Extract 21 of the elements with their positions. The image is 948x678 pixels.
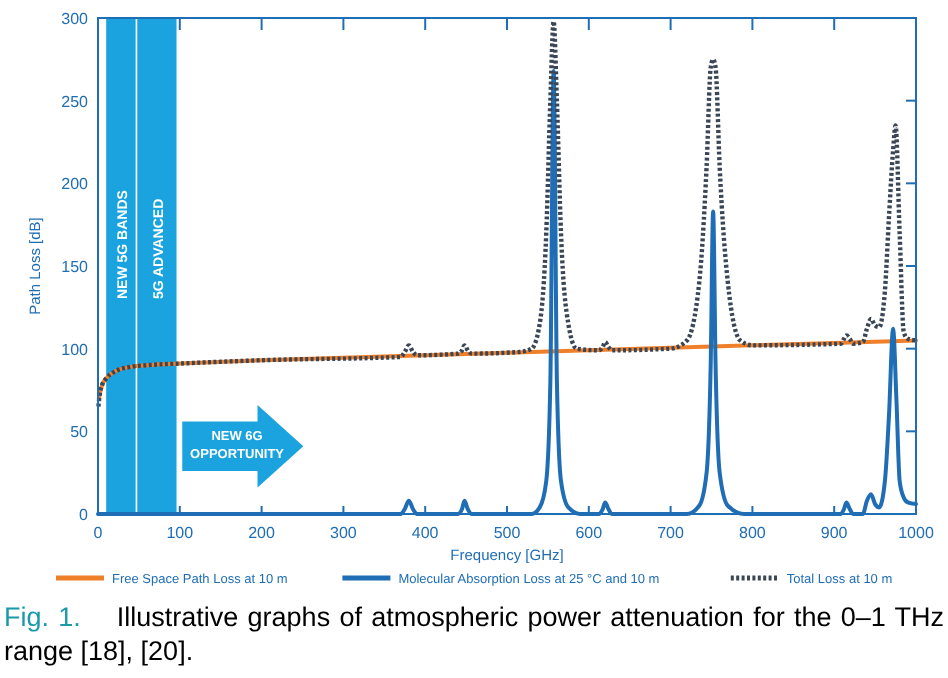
y-tick-label: 100 — [61, 340, 90, 359]
x-tick-label: 0 — [93, 524, 104, 542]
x-tick-label: 800 — [739, 524, 767, 542]
line-series — [96, 19, 919, 409]
x-tick-label: 600 — [575, 524, 604, 542]
x-tick-label: 700 — [657, 524, 686, 542]
x-tick-label: 300 — [330, 524, 358, 542]
y-tick-label: 300 — [61, 10, 90, 28]
y-tick-label: 200 — [61, 175, 90, 194]
y-tick-label: 150 — [61, 258, 90, 276]
y-tick-label: 0 — [79, 506, 90, 524]
caption: Fig. 1. — [4, 602, 81, 632]
x-tick-label: 200 — [248, 524, 277, 542]
y-tick-label: 250 — [61, 92, 90, 111]
line-series — [96, 338, 918, 401]
x-tick-label: 100 — [166, 524, 195, 542]
x-tick-label: 900 — [820, 524, 849, 542]
x-tick-label: 400 — [411, 524, 440, 542]
x-tick-label: 1000 — [898, 524, 935, 542]
y-tick-label: 50 — [70, 423, 90, 442]
x-tick-label: 500 — [493, 524, 522, 542]
